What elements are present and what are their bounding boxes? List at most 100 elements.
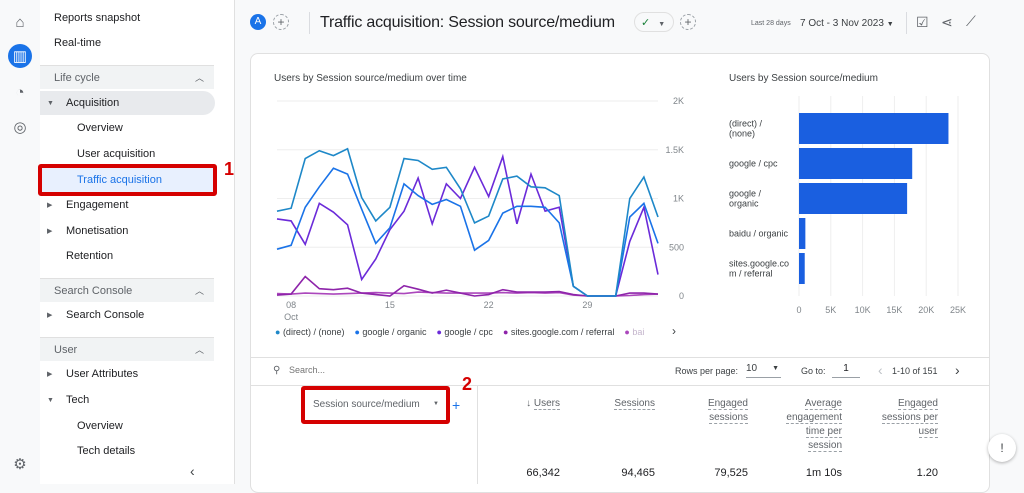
sidebar-item-search-console[interactable]: ▶ Search Console bbox=[40, 303, 215, 327]
x-tick-label: 08 bbox=[286, 300, 296, 310]
x-tick-label: 15 bbox=[385, 300, 395, 310]
caret-down-icon: ▼ bbox=[47, 99, 54, 107]
x-tick-label: 29 bbox=[582, 300, 592, 310]
legend-item[interactable]: ● google / organic bbox=[354, 327, 426, 337]
y-tick-label: 0 bbox=[679, 291, 684, 301]
bar[interactable] bbox=[799, 183, 908, 214]
sidebar-item-tech-overview[interactable]: Overview bbox=[40, 414, 215, 438]
caret-down-icon: ▼ bbox=[433, 401, 439, 407]
x-tick-label: 15K bbox=[886, 305, 902, 315]
legend-item[interactable]: ● bai bbox=[624, 327, 644, 337]
legend-dot-icon: ● bbox=[436, 327, 445, 337]
search-input[interactable] bbox=[289, 365, 439, 375]
settings-icon[interactable]: ⚙ bbox=[13, 456, 27, 473]
add-icon[interactable]: + bbox=[680, 14, 696, 30]
rows-per-page-select[interactable]: 10 ▼ bbox=[746, 363, 781, 378]
page-title: Traffic acquisition: Session source/medi… bbox=[320, 14, 615, 31]
column-header-engaged-sessions[interactable]: Engaged sessions bbox=[707, 398, 748, 424]
share-icon[interactable]: ⋖ bbox=[941, 14, 953, 30]
sidebar-item-retention[interactable]: Retention bbox=[40, 244, 215, 268]
bar[interactable] bbox=[799, 253, 805, 284]
check-circle-icon: ✓ bbox=[641, 17, 651, 29]
prev-page-icon[interactable]: ‹ bbox=[878, 362, 883, 378]
sidebar-item-overview[interactable]: Overview bbox=[40, 116, 215, 140]
caret-right-icon: ▶ bbox=[47, 312, 53, 319]
column-header-avg-engagement-time[interactable]: Average engagement time per session bbox=[786, 398, 842, 452]
sidebar-item-tech-details[interactable]: Tech details bbox=[40, 439, 215, 463]
status-dropdown[interactable]: ✓ ▼ bbox=[634, 12, 674, 32]
legend-item[interactable]: ● (direct) / (none) bbox=[275, 327, 344, 337]
sidebar-item-realtime[interactable]: Real-time bbox=[40, 31, 215, 55]
caret-down-icon: ▼ bbox=[772, 365, 779, 372]
legend-dot-icon: ● bbox=[275, 327, 283, 337]
label: Monetisation bbox=[66, 225, 129, 237]
add-dimension-icon[interactable]: + bbox=[452, 397, 461, 413]
date-range-picker[interactable]: 7 Oct - 3 Nov 2023 ▼ bbox=[800, 18, 894, 29]
insights-icon[interactable]: ⟋ bbox=[966, 13, 976, 29]
home-icon[interactable]: ⌂ bbox=[15, 13, 25, 31]
chevron-up-icon: ︿ bbox=[194, 286, 204, 296]
column-header-sessions[interactable]: Sessions bbox=[614, 398, 655, 410]
x-sub-label: Oct bbox=[284, 312, 299, 322]
annotation-2: 2 bbox=[462, 374, 473, 394]
bar-category-label: baidu / organic bbox=[729, 229, 789, 239]
legend-item[interactable]: ● sites.google.com / referral bbox=[503, 327, 614, 337]
column-header-users[interactable]: ↓ Users bbox=[526, 398, 560, 410]
sidebar-item-tech[interactable]: ▼ Tech bbox=[40, 388, 215, 412]
sidebar-item-reports-snapshot[interactable]: Reports snapshot bbox=[40, 6, 215, 30]
sidebar-item-acquisition[interactable]: ▼ Acquisition bbox=[40, 91, 215, 115]
chevron-up-icon: ︿ bbox=[194, 345, 204, 355]
line-chart-legend: ● (direct) / (none) ● google / organic ● g… bbox=[275, 327, 660, 337]
label: Reports snapshot bbox=[54, 12, 141, 24]
avatar[interactable]: A bbox=[250, 14, 266, 30]
y-tick-label: 2K bbox=[673, 96, 684, 106]
legend-dot-icon: ● bbox=[624, 327, 633, 337]
advertising-icon[interactable]: ◎ bbox=[13, 119, 27, 136]
sidebar-item-monetisation[interactable]: ▶ Monetisation bbox=[40, 219, 215, 243]
customize-report-icon[interactable]: ☑ bbox=[916, 14, 929, 30]
line-chart-title: Users by Session source/medium over time bbox=[274, 73, 467, 84]
label: Engagement bbox=[66, 199, 129, 211]
next-page-icon[interactable]: › bbox=[955, 362, 960, 378]
legend-next-icon[interactable]: › bbox=[672, 324, 676, 338]
bar-category-label: (direct) / (none) bbox=[729, 119, 763, 139]
divider bbox=[906, 12, 907, 34]
label: Tech details bbox=[77, 445, 136, 457]
explore-icon[interactable]: ◔ bbox=[15, 83, 25, 101]
caret-right-icon: ▶ bbox=[47, 228, 53, 235]
sidebar-item-engagement[interactable]: ▶ Engagement bbox=[40, 193, 215, 217]
bar[interactable] bbox=[799, 218, 806, 249]
goto-input[interactable]: 1 bbox=[832, 363, 860, 378]
bar[interactable] bbox=[799, 148, 913, 179]
label: Search Console bbox=[66, 309, 145, 321]
y-tick-label: 500 bbox=[669, 242, 684, 252]
sidebar-item-traffic-acquisition[interactable]: Traffic acquisition bbox=[40, 168, 215, 192]
reports-icon[interactable]: ▥ bbox=[8, 44, 32, 68]
section-search-console[interactable]: Search Console ︿ bbox=[40, 278, 214, 302]
collapse-chevron-icon[interactable]: ‹ bbox=[190, 463, 195, 479]
search-icon: ⚲ bbox=[273, 365, 281, 376]
label: Overview bbox=[77, 122, 123, 134]
sidebar: Reports snapshot Real-time Life cycle ︿ ▼… bbox=[40, 0, 235, 484]
feedback-icon[interactable]: ! bbox=[988, 434, 1016, 462]
add-comparison-icon[interactable]: + bbox=[273, 14, 289, 30]
total-engaged-sessions: 79,525 bbox=[714, 467, 748, 479]
section-lifecycle[interactable]: Life cycle ︿ bbox=[40, 65, 214, 89]
label: Overview bbox=[77, 420, 123, 432]
sidebar-item-user-acquisition[interactable]: User acquisition bbox=[40, 142, 215, 166]
caret-down-icon: ▼ bbox=[658, 21, 666, 28]
column-header-engaged-sessions-per-user[interactable]: Engaged sessions per user bbox=[881, 398, 938, 438]
series-line[interactable] bbox=[276, 147, 659, 297]
label: Life cycle bbox=[54, 71, 100, 84]
dimension-select[interactable]: Session source/medium ▼ bbox=[307, 390, 445, 420]
total-sessions: 94,465 bbox=[621, 467, 655, 479]
label: Real-time bbox=[54, 37, 102, 49]
header: A + Traffic acquisition: Session source/… bbox=[240, 0, 1024, 46]
series-line[interactable] bbox=[276, 167, 659, 297]
caret-right-icon: ▶ bbox=[47, 371, 53, 378]
legend-item[interactable]: ● google / cpc bbox=[436, 327, 492, 337]
bar[interactable] bbox=[799, 113, 949, 144]
legend-label: google / organic bbox=[362, 327, 427, 337]
section-user[interactable]: User ︿ bbox=[40, 337, 214, 361]
sidebar-item-user-attributes[interactable]: ▶ User Attributes bbox=[40, 362, 215, 386]
